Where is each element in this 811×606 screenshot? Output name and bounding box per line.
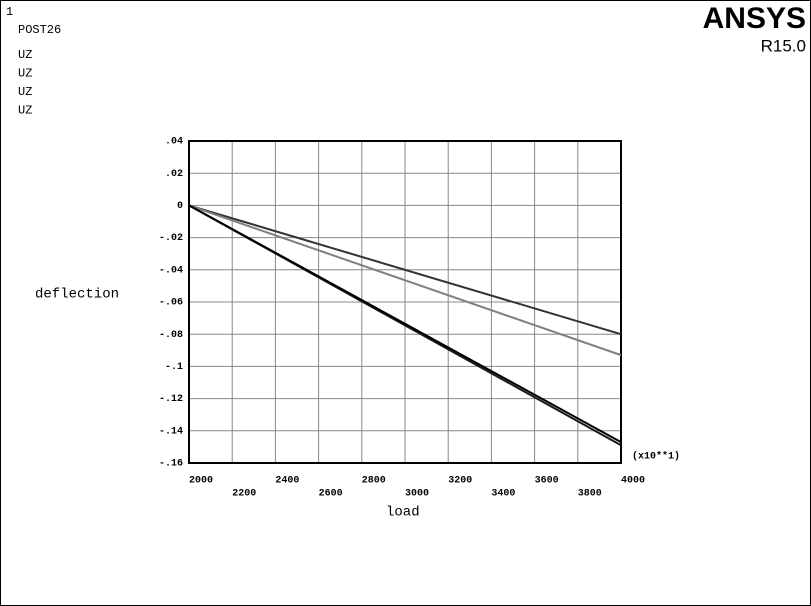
legend-entry: UZ [18, 85, 32, 99]
y-tick-label: -.12 [159, 394, 183, 405]
y-axis-label: deflection [35, 287, 119, 303]
version: R15.0 [761, 36, 806, 55]
x-tick-label: 3600 [535, 476, 559, 487]
window-number: 1 [6, 5, 13, 19]
x-tick-label: 3000 [405, 489, 429, 500]
y-tick-label: .04 [165, 137, 183, 148]
y-tick-label: -.06 [159, 298, 183, 309]
y-tick-label: -.02 [159, 233, 183, 244]
x-tick-label: 2600 [319, 489, 343, 500]
x-tick-label: 3800 [578, 489, 602, 500]
y-tick-label: -.08 [159, 330, 183, 341]
legend-entry: UZ [18, 67, 32, 81]
y-tick-label: 0 [177, 201, 183, 212]
x-tick-label: 2800 [362, 476, 386, 487]
y-tick-label: -.04 [159, 265, 183, 276]
y-tick-label: .02 [165, 169, 183, 180]
program-name: POST26 [18, 23, 61, 37]
x-multiplier: (x10**1) [632, 451, 680, 463]
legend-entry: UZ [18, 48, 32, 62]
x-axis-label: load [386, 505, 420, 521]
series-line [188, 204, 622, 443]
x-tick-label: 2200 [232, 489, 256, 500]
x-tick-label: 3400 [491, 489, 515, 500]
y-tick-label: -.1 [165, 362, 183, 373]
x-tick-label: 2000 [189, 476, 213, 487]
x-tick-label: 3200 [448, 476, 472, 487]
x-tick-label: 2400 [275, 476, 299, 487]
y-tick-label: -.14 [159, 426, 183, 437]
series-line [188, 204, 622, 336]
brand: ANSYS [703, 2, 806, 35]
legend-entry: UZ [18, 104, 32, 118]
plot-border [188, 140, 622, 464]
x-tick-label: 4000 [621, 476, 645, 487]
y-tick-label: -.16 [159, 459, 183, 470]
series-line [188, 204, 622, 357]
